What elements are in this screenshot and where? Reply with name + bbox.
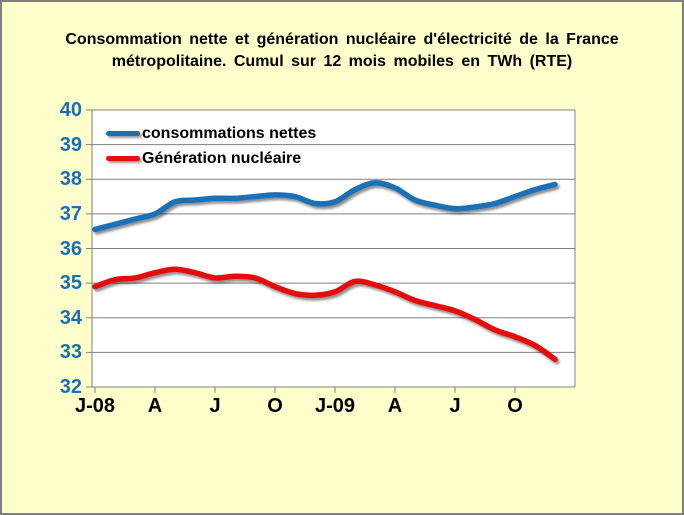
y-axis-label: 36 <box>59 237 82 260</box>
y-axis-label: 40 <box>59 99 82 121</box>
y-axis-label: 33 <box>59 341 82 364</box>
x-axis-label: A <box>387 395 403 417</box>
chart-legend: consommations nettes Génération nucléaire <box>106 121 316 171</box>
x-axis-label: A <box>147 395 163 417</box>
y-axis-label: 32 <box>59 376 82 398</box>
series-line-0 <box>92 179 558 233</box>
legend-label: consommations nettes <box>142 124 317 142</box>
y-axis-label: 39 <box>59 133 82 156</box>
x-axis-label: J <box>209 395 221 417</box>
x-axis-label: O <box>507 395 523 417</box>
legend-row: Génération nucléaire <box>106 146 316 171</box>
chart-title-line-1: Consommation nette et génération nucléai… <box>65 31 619 48</box>
legend-line-swatch <box>106 156 140 161</box>
y-axis-label: 37 <box>59 202 82 225</box>
y-axis-label: 34 <box>59 306 82 329</box>
series-line-1 <box>92 266 558 363</box>
y-axis-label: 38 <box>59 168 82 191</box>
legend-line-swatch <box>106 131 140 136</box>
y-axis-label: 35 <box>59 272 82 295</box>
x-axis-label: J-09 <box>314 395 356 417</box>
x-axis-label: O <box>267 395 283 417</box>
legend-row: consommations nettes <box>106 121 316 146</box>
legend-label: Génération nucléaire <box>142 149 302 167</box>
x-axis-label: J <box>449 395 461 417</box>
x-axis-label: J-08 <box>74 395 116 417</box>
chart-title-line-2: métropolitaine. Cumul sur 12 mois mobile… <box>111 53 573 70</box>
